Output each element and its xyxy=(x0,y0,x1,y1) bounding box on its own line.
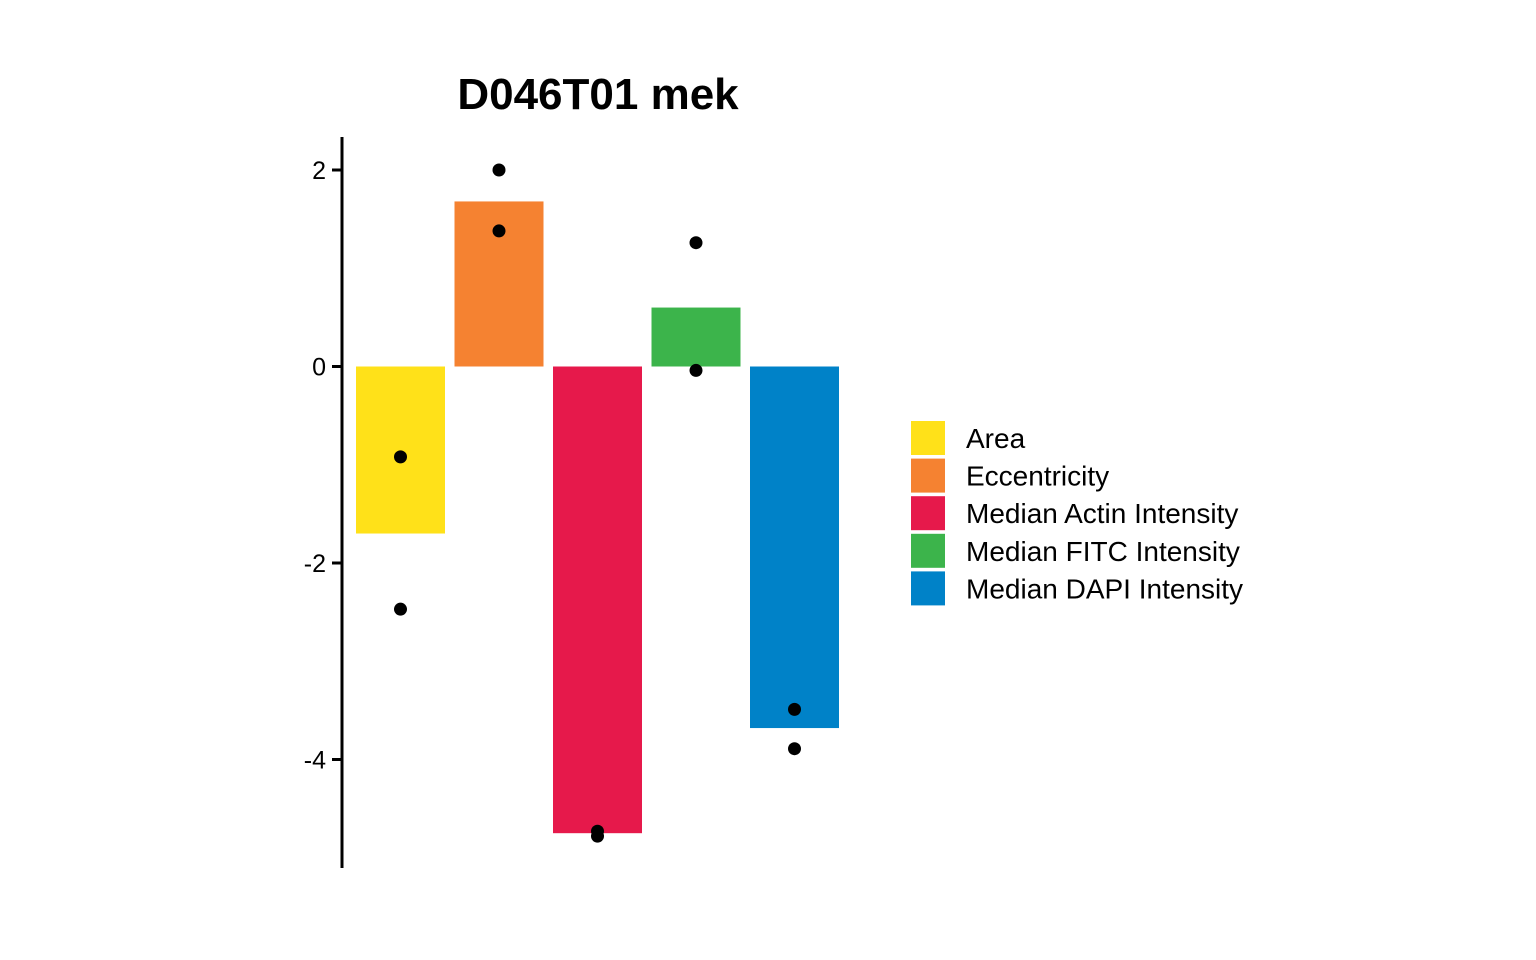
legend-label-median-fitc-intensity: Median FITC Intensity xyxy=(966,536,1240,567)
legend-swatch-median-actin-intensity xyxy=(911,496,945,531)
y-tick-label: -4 xyxy=(304,747,326,775)
y-tick-label: 2 xyxy=(312,157,326,185)
point-area-2 xyxy=(394,602,407,616)
legend-swatch-median-dapi-intensity xyxy=(911,571,945,606)
point-median-dapi-intensity-2 xyxy=(788,742,801,756)
bar-area xyxy=(356,366,445,534)
bar-median-dapi-intensity xyxy=(750,366,839,729)
legend-label-median-dapi-intensity: Median DAPI Intensity xyxy=(966,573,1243,604)
point-median-dapi-intensity-1 xyxy=(788,702,801,716)
legend-label-median-actin-intensity: Median Actin Intensity xyxy=(966,498,1238,529)
legend-swatch-area xyxy=(911,421,945,455)
legend-swatch-median-fitc-intensity xyxy=(911,533,945,568)
y-axis: 2 0 -2 -4 xyxy=(304,137,344,868)
point-median-actin-intensity-2 xyxy=(591,829,604,843)
y-tick-label: 0 xyxy=(312,354,326,382)
y-tick-label: -2 xyxy=(304,550,326,578)
points-group xyxy=(394,163,801,843)
legend-swatch-eccentricity xyxy=(911,458,945,493)
point-eccentricity-2 xyxy=(492,224,506,238)
legend-label-eccentricity: Eccentricity xyxy=(966,461,1109,492)
point-eccentricity-1 xyxy=(492,163,506,177)
point-median-fitc-intensity-2 xyxy=(689,363,703,377)
bar-median-fitc-intensity xyxy=(651,307,741,367)
bar-median-actin-intensity xyxy=(553,366,642,834)
legend-label-area: Area xyxy=(966,423,1026,454)
chart-title: D046T01 mek xyxy=(457,70,739,119)
point-area-1 xyxy=(394,450,407,464)
point-median-fitc-intensity-1 xyxy=(689,236,703,250)
bars-group xyxy=(356,201,839,834)
legend: Area Eccentricity Median Actin Intensity Me… xyxy=(911,421,1243,606)
